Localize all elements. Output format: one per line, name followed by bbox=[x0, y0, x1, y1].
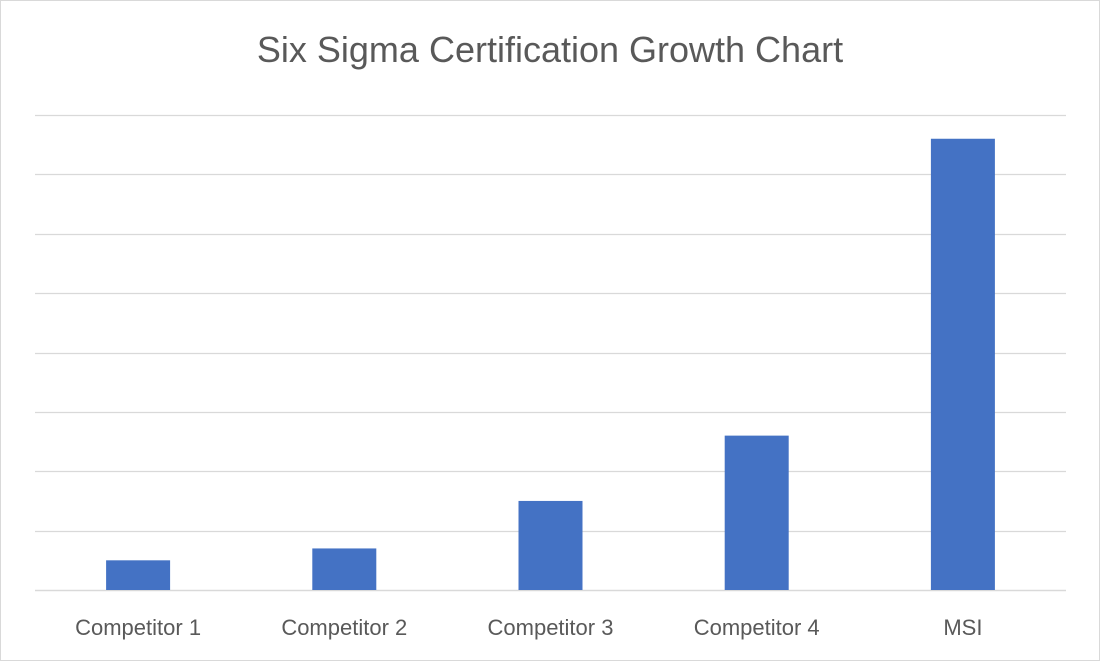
bar-competitor-4 bbox=[724, 435, 789, 590]
x-tick-label: Competitor 4 bbox=[694, 615, 820, 640]
x-tick-label: Competitor 2 bbox=[281, 615, 407, 640]
chart-title: Six Sigma Certification Growth Chart bbox=[256, 29, 844, 70]
bar-competitor-3 bbox=[518, 500, 583, 590]
x-tick-label: Competitor 1 bbox=[75, 615, 201, 640]
bar-msi bbox=[930, 138, 995, 590]
bar-competitor-2 bbox=[312, 548, 377, 590]
x-tick-label: MSI bbox=[943, 615, 982, 640]
x-tick-label: Competitor 3 bbox=[488, 615, 614, 640]
bar-competitor-1 bbox=[106, 560, 171, 590]
x-tick-labels: Competitor 1 Competitor 2 Competitor 3 Comp… bbox=[75, 615, 982, 640]
bars bbox=[106, 138, 995, 590]
